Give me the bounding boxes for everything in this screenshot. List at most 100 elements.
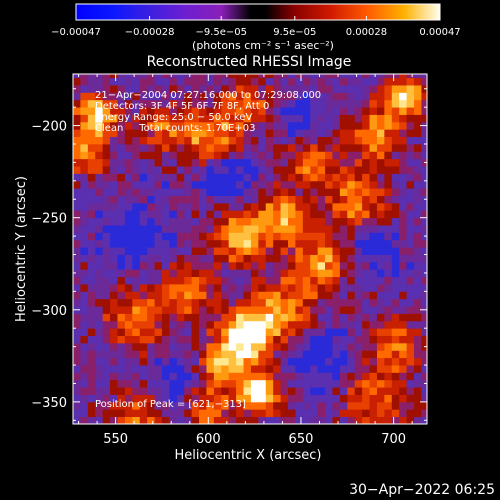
heatmap-cell [117,350,126,359]
heatmap-cell [110,173,118,182]
heatmap-cell [95,195,104,204]
heatmap-cell [132,254,141,263]
heatmap-cell [280,136,289,145]
heatmap-cell [80,416,89,424]
heatmap-cell [339,298,348,307]
heatmap-cell [354,320,363,329]
heatmap-cell [213,217,222,226]
heatmap-cell [391,306,400,314]
heatmap-cell [376,195,385,204]
heatmap-cell [339,129,348,138]
heatmap-cell [302,129,311,138]
heatmap-cell [117,180,126,189]
heatmap-cell [347,401,356,410]
heatmap-cell [406,166,415,174]
heatmap-cell [228,328,237,336]
heatmap-cell [176,144,185,152]
heatmap-cell [310,202,319,211]
heatmap-cell [110,151,118,160]
heatmap-cell [369,379,378,388]
heatmap-cell [362,144,370,152]
heatmap-cell [87,74,96,79]
heatmap-cell [399,306,408,314]
heatmap-cell [124,217,133,226]
heatmap-cell [399,401,408,410]
heatmap-cell [124,188,133,196]
heatmap-cell [236,350,244,359]
heatmap-cell [73,379,81,388]
heatmap-cell [124,239,133,248]
heatmap-cell [154,284,163,292]
heatmap-cell [414,387,422,395]
heatmap-cell [295,217,304,226]
heatmap-cell [399,350,408,359]
heatmap-cell [221,306,230,314]
heatmap-cell [213,387,222,395]
heatmap-cell [191,261,200,270]
heatmap-cell [95,379,104,388]
heatmap-cell [287,298,296,307]
heatmap-cell [325,291,333,300]
heatmap-cell [302,342,311,351]
heatmap-cell [369,401,378,410]
heatmap-cell [154,232,163,241]
heatmap-cell [325,217,333,226]
heatmap-cell [73,394,81,403]
heatmap-cell [102,225,111,233]
heatmap-cell [369,232,378,241]
heatmap-cell [354,92,363,101]
heatmap-cell [110,195,118,204]
heatmap-cell [154,77,163,86]
heatmap-cell [110,188,118,196]
heatmap-cell [221,173,230,182]
heatmap-cell [236,365,244,373]
heatmap-cell [332,225,341,233]
heatmap-cell [213,129,222,138]
heatmap-cell [265,225,274,233]
heatmap-cell [302,121,311,130]
heatmap-cell [147,298,155,307]
heatmap-cell [287,247,296,255]
heatmap-cell [228,232,237,241]
heatmap-cell [147,335,155,344]
heatmap-cell [302,202,311,211]
heatmap-cell [295,298,304,307]
heatmap-cell [250,409,259,418]
heatmap-cell [228,166,237,174]
heatmap-cell [369,269,378,278]
heatmap-cell [332,121,341,130]
heatmap-cell [110,261,118,270]
heatmap-cell [310,158,319,167]
heatmap-cell [280,254,289,263]
chart-title: Reconstructed RHESSI Image [147,54,352,70]
heatmap-cell [124,195,133,204]
heatmap-cell [325,158,333,167]
heatmap-cell [295,166,304,174]
heatmap-cell [95,320,104,329]
heatmap-cell [362,401,370,410]
heatmap-cell [124,387,133,395]
heatmap-cell [124,136,133,145]
heatmap-cell [265,202,274,211]
heatmap-cell [362,269,370,278]
heatmap-cell [139,202,148,211]
heatmap-cell [287,121,296,130]
heatmap-cell [399,92,408,101]
heatmap-cell [421,239,427,248]
heatmap-cell [184,210,193,219]
heatmap-cell [273,225,281,233]
heatmap-cell [369,74,378,79]
heatmap-cell [206,387,215,395]
heatmap-cell [102,254,111,263]
heatmap-cell [124,409,133,418]
heatmap-cell [191,342,200,351]
heatmap-cell [325,195,333,204]
heatmap-cell [295,202,304,211]
heatmap-cell [265,217,274,226]
heatmap-cell [362,99,370,108]
heatmap-cell [213,372,222,381]
heatmap-cell [199,166,207,174]
heatmap-cell [354,99,363,108]
heatmap-cell [213,180,222,189]
heatmap-cell [406,372,415,381]
